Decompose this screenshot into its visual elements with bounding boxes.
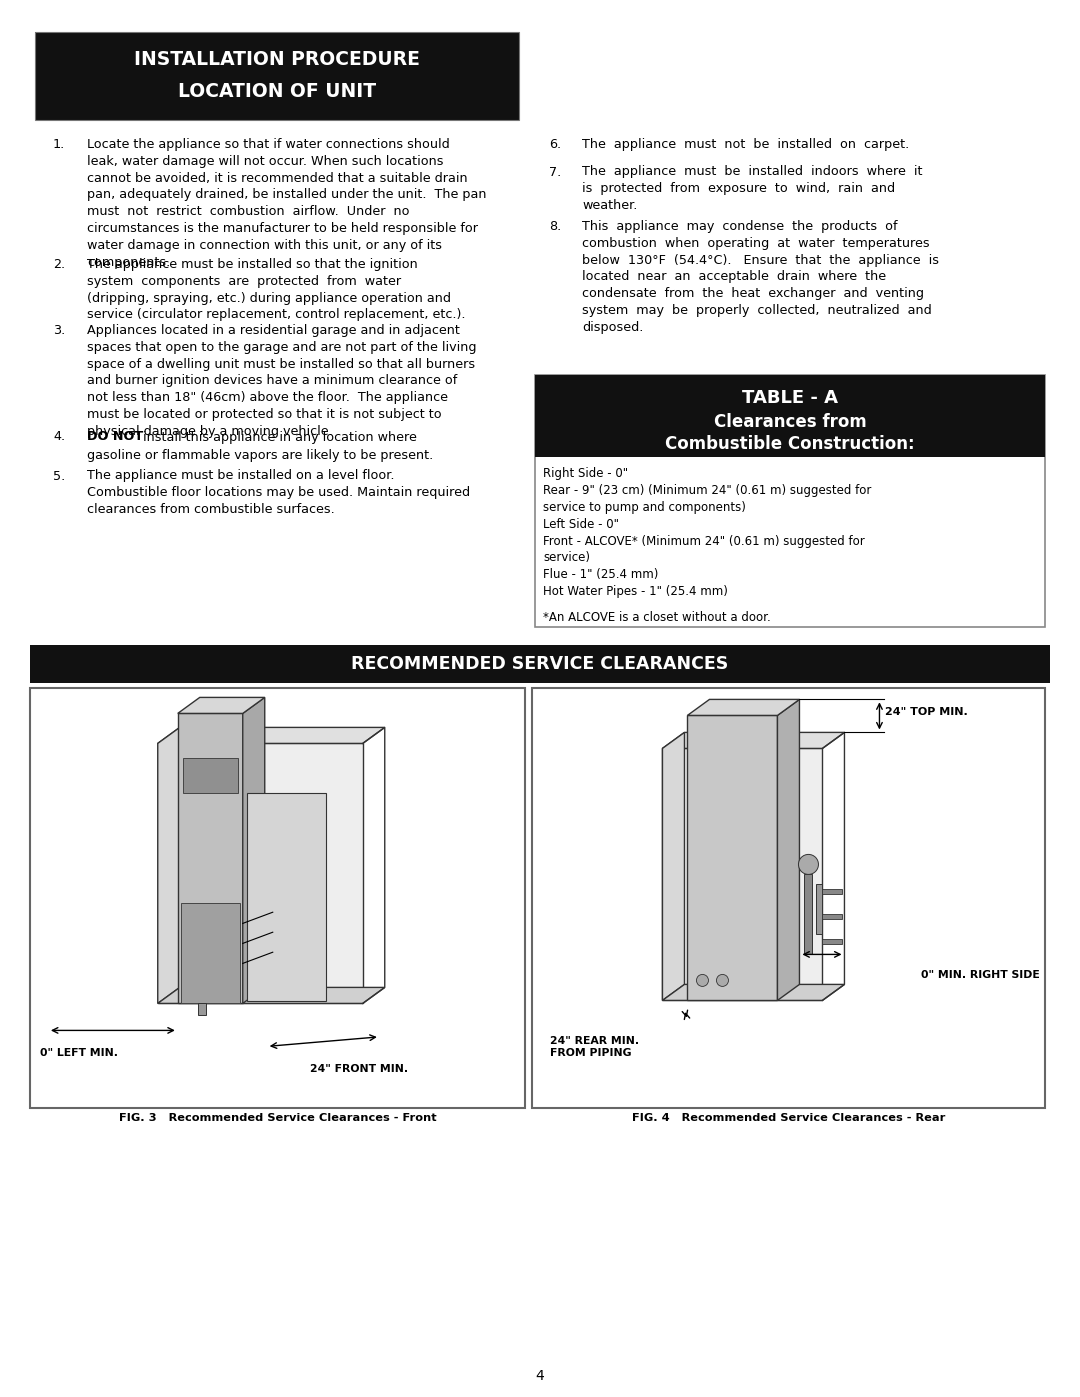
- Polygon shape: [662, 749, 823, 1000]
- Bar: [535, 376, 1045, 627]
- Polygon shape: [688, 715, 778, 1000]
- Text: FIG. 3   Recommended Service Clearances - Front: FIG. 3 Recommended Service Clearances - …: [119, 1113, 436, 1123]
- Polygon shape: [662, 732, 845, 749]
- Text: 4.: 4.: [53, 430, 65, 443]
- Bar: [823, 915, 842, 919]
- Polygon shape: [246, 793, 326, 1002]
- Bar: [35, 32, 519, 120]
- Polygon shape: [158, 743, 363, 1003]
- Text: gasoline or flammable vapors are likely to be present.: gasoline or flammable vapors are likely …: [87, 448, 433, 462]
- Polygon shape: [688, 700, 799, 715]
- Circle shape: [716, 975, 729, 986]
- Text: The  appliance  must  be  installed  indoors  where  it
is  protected  from  exp: The appliance must be installed indoors …: [582, 165, 922, 212]
- Text: TABLE - A: TABLE - A: [742, 390, 838, 408]
- Bar: [532, 689, 1045, 1108]
- Text: FIG. 4   Recommended Service Clearances - Rear: FIG. 4 Recommended Service Clearances - …: [632, 1113, 945, 1123]
- Polygon shape: [662, 985, 845, 1000]
- Text: 6.: 6.: [549, 138, 562, 151]
- Text: 5.: 5.: [53, 469, 65, 482]
- Bar: [30, 689, 525, 1108]
- Text: The appliance must be installed on a level floor.
Combustible floor locations ma: The appliance must be installed on a lev…: [87, 469, 470, 515]
- Text: 24" FRONT MIN.: 24" FRONT MIN.: [310, 1065, 408, 1074]
- Bar: [180, 904, 240, 1003]
- Polygon shape: [778, 700, 799, 1000]
- Text: RECOMMENDED SERVICE CLEARANCES: RECOMMENDED SERVICE CLEARANCES: [351, 655, 729, 673]
- Bar: [35, 32, 519, 120]
- Text: 0" LEFT MIN.: 0" LEFT MIN.: [40, 1048, 118, 1059]
- Text: INSTALLATION PROCEDURE: INSTALLATION PROCEDURE: [134, 50, 420, 68]
- Text: The  appliance  must  not  be  installed  on  carpet.: The appliance must not be installed on c…: [582, 138, 909, 151]
- Text: 2.: 2.: [53, 258, 65, 271]
- Bar: [30, 645, 1050, 683]
- Bar: [816, 884, 823, 935]
- Bar: [198, 1003, 206, 1016]
- Text: 4: 4: [536, 1369, 544, 1383]
- Text: install this appliance in any location where: install this appliance in any location w…: [139, 430, 417, 443]
- Bar: [535, 376, 1045, 457]
- Text: 3.: 3.: [53, 324, 65, 337]
- Text: Locate the appliance so that if water connections should
leak, water damage will: Locate the appliance so that if water co…: [87, 138, 486, 268]
- Text: 8.: 8.: [549, 219, 562, 233]
- Text: Clearances from: Clearances from: [714, 414, 866, 432]
- Text: The appliance must be installed so that the ignition
system  components  are  pr: The appliance must be installed so that …: [87, 258, 465, 321]
- Bar: [805, 875, 812, 954]
- Text: This  appliance  may  condense  the  products  of
combustion  when  operating  a: This appliance may condense the products…: [582, 219, 939, 334]
- Text: 24" TOP MIN.: 24" TOP MIN.: [886, 707, 968, 717]
- Polygon shape: [158, 988, 384, 1003]
- Text: 7.: 7.: [549, 165, 562, 179]
- Text: 1.: 1.: [53, 138, 65, 151]
- Bar: [823, 939, 842, 944]
- Polygon shape: [158, 728, 384, 743]
- Polygon shape: [178, 714, 243, 1003]
- Text: Right Side - 0"
Rear - 9" (23 cm) (Minimum 24" (0.61 m) suggested for
service to: Right Side - 0" Rear - 9" (23 cm) (Minim…: [543, 468, 872, 598]
- Polygon shape: [243, 697, 265, 1003]
- Text: LOCATION OF UNIT: LOCATION OF UNIT: [178, 82, 376, 101]
- Polygon shape: [662, 732, 685, 1000]
- Circle shape: [798, 855, 819, 875]
- Polygon shape: [178, 697, 265, 714]
- Polygon shape: [158, 728, 179, 1003]
- Text: Combustible Construction:: Combustible Construction:: [665, 436, 915, 454]
- Text: *An ALCOVE is a closet without a door.: *An ALCOVE is a closet without a door.: [543, 612, 771, 624]
- Text: 24" REAR MIN.
FROM PIPING: 24" REAR MIN. FROM PIPING: [550, 1037, 639, 1058]
- Text: Appliances located in a residential garage and in adjacent
spaces that open to t: Appliances located in a residential gara…: [87, 324, 476, 437]
- Text: DO NOT: DO NOT: [87, 430, 144, 443]
- Bar: [823, 890, 842, 894]
- Bar: [183, 759, 238, 793]
- Circle shape: [697, 975, 708, 986]
- Text: 0" MIN. RIGHT SIDE: 0" MIN. RIGHT SIDE: [921, 971, 1040, 981]
